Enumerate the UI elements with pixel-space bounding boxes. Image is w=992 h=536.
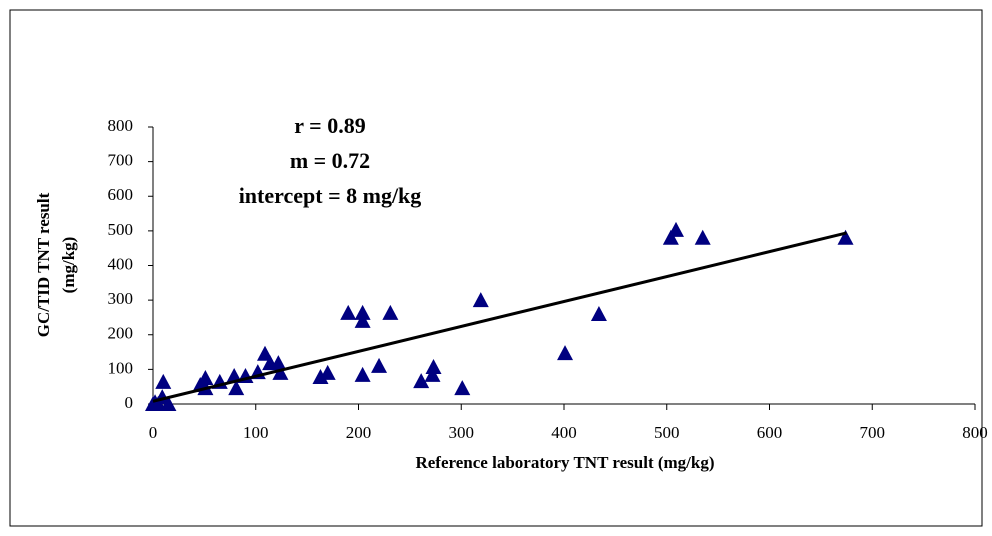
- annotation: r = 0.89: [294, 113, 365, 138]
- point: [319, 364, 336, 380]
- point: [272, 364, 289, 380]
- point: [155, 373, 172, 389]
- point: [557, 345, 574, 361]
- point: [454, 380, 471, 396]
- x-tick-label: 100: [243, 423, 269, 442]
- x-axis-label: Reference laboratory TNT result (mg/kg): [415, 453, 714, 472]
- x-tick-label: 600: [757, 423, 783, 442]
- point: [472, 292, 489, 308]
- x-tick-label: 300: [449, 423, 475, 442]
- annotation: m = 0.72: [290, 148, 370, 173]
- point: [270, 355, 287, 371]
- point: [837, 229, 854, 245]
- y-tick-label: 0: [125, 393, 134, 412]
- x-tick-label: 400: [551, 423, 577, 442]
- annotation: intercept = 8 mg/kg: [239, 183, 422, 208]
- point: [413, 373, 430, 389]
- y-tick-label: 100: [108, 358, 134, 377]
- y-tick-label: 500: [108, 220, 134, 239]
- x-tick-label: 500: [654, 423, 680, 442]
- x-tick-label: 700: [860, 423, 886, 442]
- point: [371, 357, 388, 373]
- y-tick-label: 700: [108, 151, 134, 170]
- point: [228, 380, 245, 396]
- point: [354, 312, 371, 328]
- x-tick-label: 800: [962, 423, 988, 442]
- y-axis-label: GC/TID TNT result: [34, 192, 53, 337]
- point: [425, 358, 442, 374]
- x-tick-label: 0: [149, 423, 158, 442]
- x-tick-label: 200: [346, 423, 372, 442]
- point: [382, 304, 399, 320]
- point: [424, 366, 441, 382]
- point: [256, 345, 273, 361]
- y-axis-label: (mg/kg): [59, 237, 78, 294]
- point: [694, 229, 711, 245]
- fit-line: [152, 231, 847, 403]
- point: [354, 366, 371, 382]
- point: [354, 304, 371, 320]
- point: [197, 370, 214, 386]
- y-tick-label: 300: [108, 289, 134, 308]
- y-tick-label: 400: [108, 254, 134, 273]
- y-tick-label: 600: [108, 185, 134, 204]
- point: [590, 305, 607, 321]
- chart-border: [9, 9, 983, 527]
- y-tick-label: 200: [108, 324, 134, 343]
- point: [160, 396, 177, 411]
- y-tick-label: 800: [108, 116, 134, 135]
- point: [662, 229, 679, 245]
- point: [340, 304, 357, 320]
- point: [312, 368, 329, 384]
- point: [667, 221, 684, 237]
